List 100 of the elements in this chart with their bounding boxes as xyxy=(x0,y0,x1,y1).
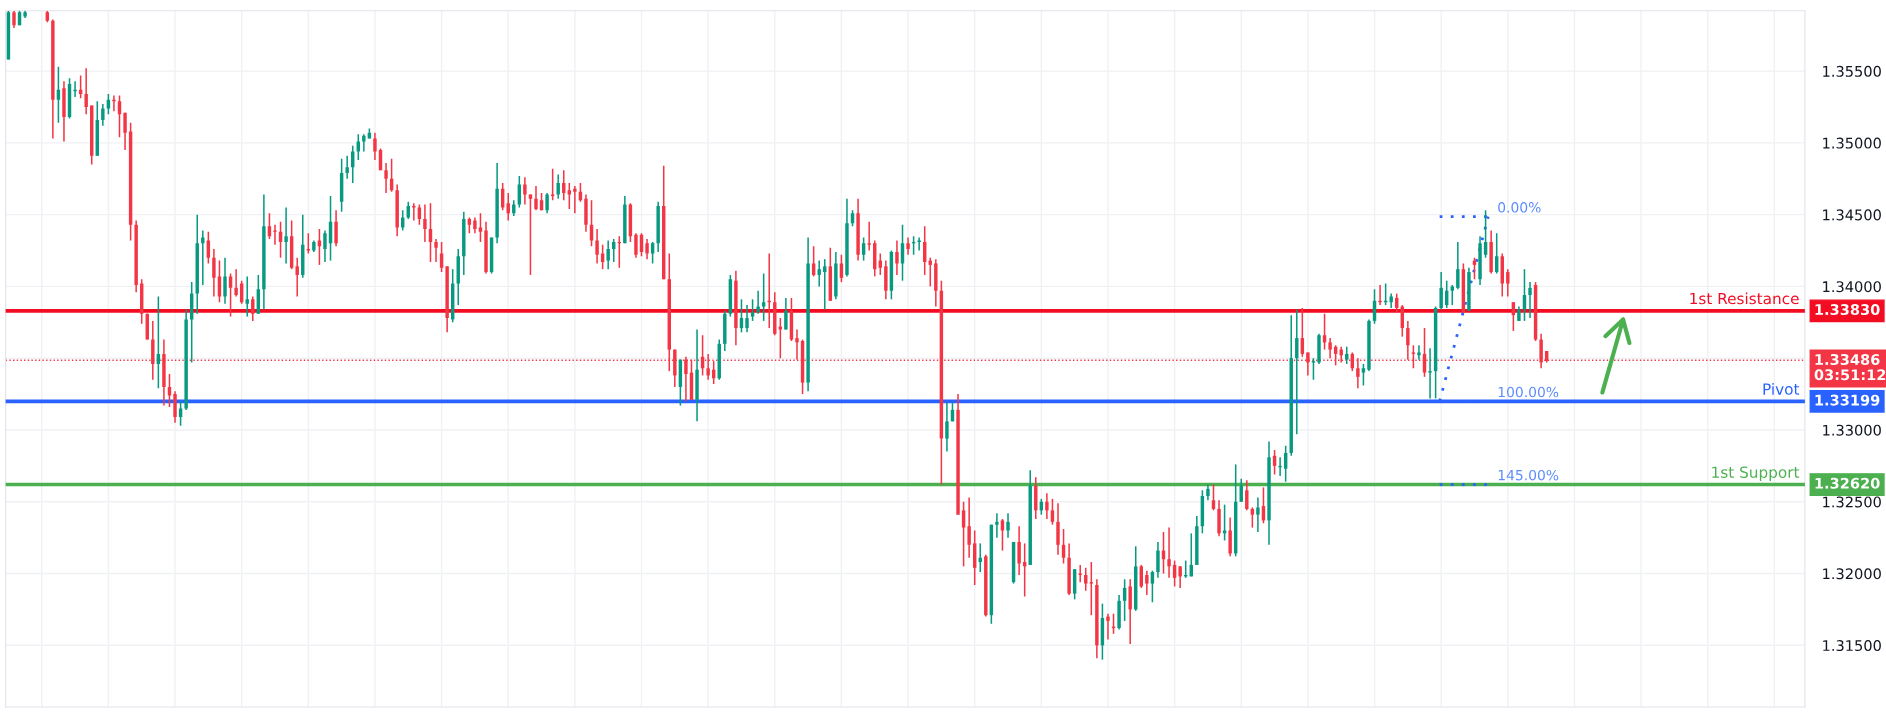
candlestick xyxy=(967,496,971,559)
candlestick xyxy=(317,228,322,266)
candlestick xyxy=(867,221,871,252)
text: 1.33830 xyxy=(1815,304,1880,316)
candlestick xyxy=(206,231,211,265)
candlestick xyxy=(634,232,638,259)
candlestick xyxy=(595,228,599,265)
candlestick xyxy=(1528,281,1532,319)
candlestick xyxy=(84,67,88,115)
candlestick xyxy=(1128,578,1132,645)
annotation: 100.00% xyxy=(1498,386,1559,398)
candlestick xyxy=(362,133,366,153)
candlestick xyxy=(1450,284,1454,306)
candlestick xyxy=(123,111,127,151)
candlestick xyxy=(600,244,605,270)
candlestick xyxy=(201,229,205,286)
candlestick xyxy=(295,256,299,298)
candlestick xyxy=(251,295,255,322)
candlestick xyxy=(861,236,866,262)
candlestick xyxy=(245,275,249,318)
candlestick xyxy=(1056,502,1060,556)
candlestick xyxy=(567,182,572,210)
candlestick xyxy=(523,176,527,206)
candlestick xyxy=(273,223,277,246)
candlestick xyxy=(1178,565,1182,589)
y-tick-label: 1.34000 xyxy=(1823,281,1881,293)
candlestick xyxy=(1045,492,1049,520)
candlestick xyxy=(1428,347,1432,400)
candlestick xyxy=(784,297,788,331)
candlestick xyxy=(1439,271,1443,311)
text: 1.33199 xyxy=(1815,394,1880,406)
candlestick xyxy=(573,185,577,214)
candlestick xyxy=(1050,498,1055,526)
candlestick xyxy=(373,132,377,161)
candlestick xyxy=(1167,526,1171,579)
candlestick xyxy=(228,272,233,318)
annotation: 0.00% xyxy=(1498,202,1541,213)
y-tick-label: 1.33000 xyxy=(1823,424,1881,436)
text: 1.33486 xyxy=(1815,354,1880,366)
candlestick xyxy=(423,203,427,243)
candlestick xyxy=(1506,268,1510,298)
y-tick-label: 1.32000 xyxy=(1823,568,1881,580)
candlestick xyxy=(745,304,749,334)
text: 1.32620 xyxy=(1815,477,1880,489)
candlestick xyxy=(1211,483,1216,512)
candlestick xyxy=(1006,512,1010,539)
candlestick xyxy=(1328,337,1332,359)
candlestick xyxy=(750,298,755,322)
candlestick xyxy=(1245,479,1249,512)
y-tick-label: 1.35500 xyxy=(1823,65,1881,77)
candlestick xyxy=(1256,496,1260,533)
candlestick xyxy=(839,254,844,283)
ref-line-label: 1st Resistance xyxy=(1690,292,1799,305)
candlestick xyxy=(306,232,311,255)
candlestick xyxy=(895,239,899,276)
candlestick xyxy=(345,155,349,180)
candlestick xyxy=(1106,612,1110,641)
candlestick xyxy=(334,209,338,247)
y-tick-label: 1.32500 xyxy=(1823,496,1881,508)
candlestick xyxy=(1295,308,1299,436)
candlestick xyxy=(645,238,649,260)
candlestick xyxy=(1311,357,1316,381)
text: 03:51:12 xyxy=(1814,369,1886,381)
candlestick xyxy=(284,206,288,265)
candlestick xyxy=(995,512,999,539)
candlestick xyxy=(178,400,183,427)
candlestick xyxy=(234,268,238,298)
candlestick xyxy=(545,192,549,214)
y-tick-label: 1.34500 xyxy=(1823,209,1881,221)
candlestick xyxy=(167,373,172,408)
candlestick xyxy=(1017,525,1021,576)
candlestick xyxy=(1150,569,1155,604)
ref-line-label: 1st Support xyxy=(1712,466,1800,481)
candlestick xyxy=(1456,241,1460,291)
y-tick-label: 1.31500 xyxy=(1823,640,1881,652)
candlestick xyxy=(1156,541,1160,579)
candlestick xyxy=(1250,506,1255,529)
candlestick xyxy=(823,258,827,311)
candlestick xyxy=(761,272,766,322)
candlestick xyxy=(1222,503,1227,542)
candlestick xyxy=(945,401,949,453)
candlestick xyxy=(556,173,560,200)
candlestick xyxy=(756,289,760,315)
annotation: 145.00% xyxy=(1498,469,1559,481)
candlestick xyxy=(417,203,422,226)
candlestick xyxy=(811,245,816,278)
candlestick xyxy=(434,238,438,263)
candlestick xyxy=(1228,516,1232,558)
ref-line-label: Pivot xyxy=(1763,383,1800,395)
y-tick-label: 1.35000 xyxy=(1823,137,1881,149)
candlestick xyxy=(1145,569,1149,596)
candlestick xyxy=(323,229,327,263)
candlestick xyxy=(961,500,966,568)
candlestick xyxy=(1361,363,1366,387)
candlestick xyxy=(384,162,388,194)
candlestick xyxy=(817,259,821,288)
candlestick xyxy=(1417,344,1421,361)
candlestick xyxy=(212,248,216,298)
candlestick xyxy=(439,241,444,273)
candlestick xyxy=(606,239,610,270)
